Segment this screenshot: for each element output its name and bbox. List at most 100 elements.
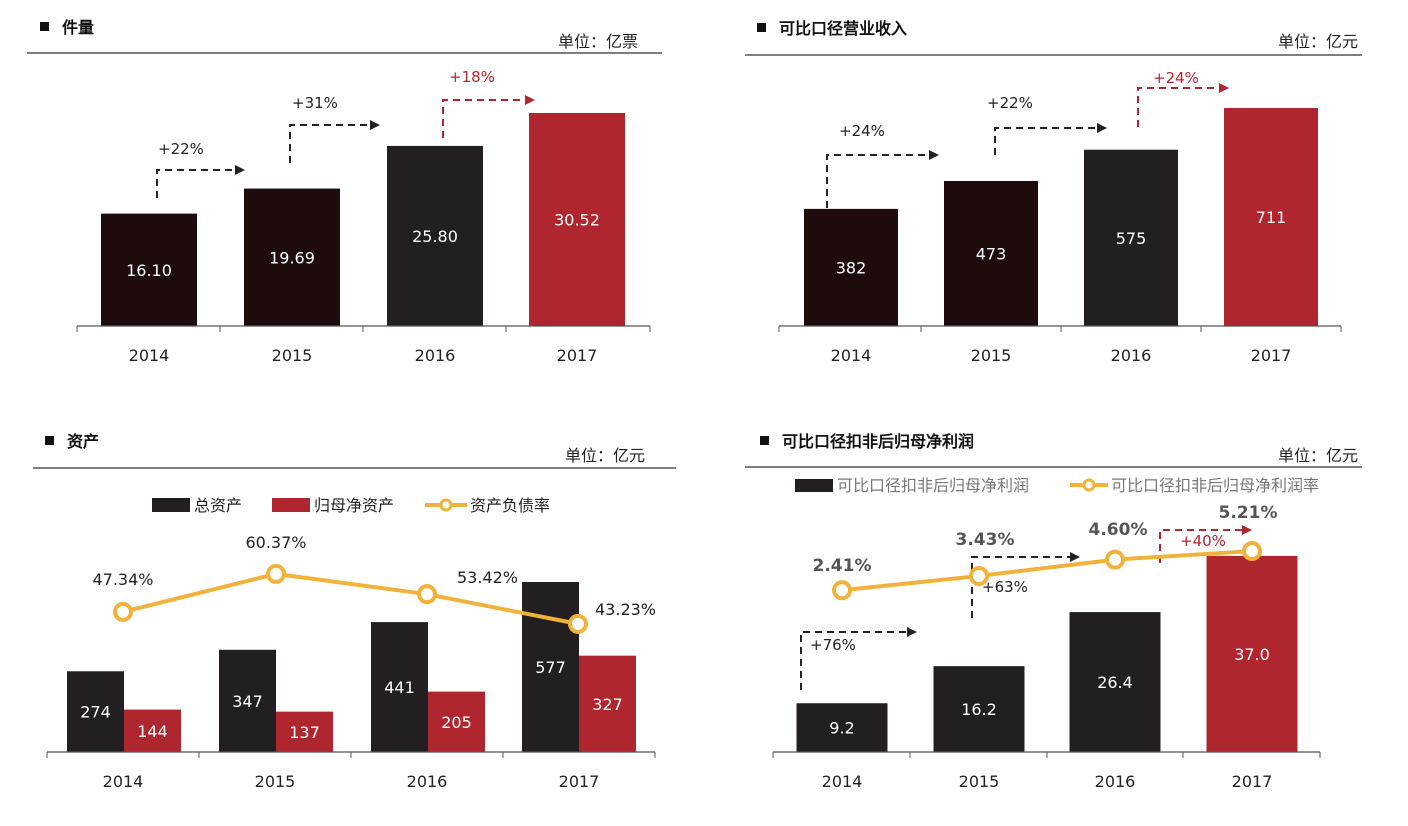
chart-title: 可比口径扣非后归母净利润 <box>782 432 974 451</box>
bar <box>1206 555 1298 752</box>
line-value-label: 3.43% <box>956 530 1015 550</box>
x-tick-label: 2015 <box>255 772 296 791</box>
legend-swatch-net-profit <box>795 479 833 492</box>
bar-value-label: 30.52 <box>554 210 600 229</box>
legend-label: 资产负债率 <box>470 496 550 515</box>
bar-net-assets <box>428 691 485 752</box>
unit-label: 单位：亿元 <box>1278 446 1358 465</box>
x-tick-label: 2015 <box>971 346 1012 365</box>
line-point <box>1105 549 1125 570</box>
x-tick-label: 2017 <box>1251 346 1292 365</box>
growth-arrow <box>994 123 1107 155</box>
line-point <box>969 565 989 586</box>
bar <box>1224 108 1318 326</box>
growth-label: +31% <box>292 94 338 112</box>
bar-net-assets <box>579 655 636 752</box>
bar-total-assets <box>371 622 428 752</box>
unit-label: 单位：亿元 <box>1278 32 1358 51</box>
bar <box>804 208 898 326</box>
line-net-margin <box>841 549 1253 593</box>
line-point <box>568 613 588 634</box>
legend-label: 可比口径扣非后归母净利润率 <box>1111 476 1319 495</box>
title-bullet-icon <box>45 436 54 445</box>
bar-value-label: 9.2 <box>829 719 854 738</box>
bar-value-label: 25.80 <box>412 227 458 246</box>
line-value-label: 47.34% <box>92 570 153 589</box>
growth-label: +24% <box>839 122 885 140</box>
x-tick-label: 2016 <box>1095 772 1136 791</box>
bar-net-assets <box>276 711 333 752</box>
unit-label: 单位：亿元 <box>565 446 645 465</box>
legend-marker-icon <box>1082 478 1096 492</box>
line-point <box>1242 541 1262 562</box>
bar-value-label: 137 <box>289 723 320 742</box>
growth-label: +40% <box>1180 532 1226 550</box>
bar-value-label: 16.2 <box>961 700 997 719</box>
x-tick-label: 2017 <box>559 772 600 791</box>
growth-arrow <box>800 627 917 690</box>
bar <box>529 112 625 326</box>
unit-label: 单位：亿票 <box>558 32 638 51</box>
bar-total-assets <box>67 671 124 752</box>
growth-label: +22% <box>987 94 1033 112</box>
bar <box>1069 612 1161 752</box>
bar-value-label: 347 <box>232 692 263 711</box>
legend-marker-icon <box>439 498 453 512</box>
bar-value-label: 205 <box>441 713 472 732</box>
bar-value-label: 16.10 <box>126 261 172 280</box>
legend-label: 可比口径扣非后归母净利润 <box>837 476 1029 495</box>
bar-value-label: 327 <box>592 695 623 714</box>
bar-value-label: 711 <box>1256 208 1287 227</box>
line-point <box>266 563 286 584</box>
legend-label: 归母净资产 <box>314 496 394 515</box>
chart-title: 件量 <box>62 18 94 37</box>
line-point <box>417 584 437 605</box>
line-value-label: 60.37% <box>245 533 306 552</box>
line-debt-ratio <box>122 571 579 626</box>
line-point <box>113 601 133 622</box>
growth-arrow <box>289 120 380 163</box>
bar <box>387 145 483 326</box>
x-tick-label: 2017 <box>1232 772 1273 791</box>
chart-title: 资产 <box>67 432 99 451</box>
bar-value-label: 382 <box>836 258 867 277</box>
x-tick-label: 2015 <box>959 772 1000 791</box>
x-tick-label: 2014 <box>103 772 144 791</box>
x-tick-label: 2016 <box>415 346 456 365</box>
line-value-label: 43.23% <box>595 600 656 619</box>
bar-net-assets <box>124 709 181 752</box>
x-tick-label: 2014 <box>822 772 863 791</box>
bar-value-label: 441 <box>384 678 415 697</box>
line-point <box>832 580 852 601</box>
title-bullet-icon <box>40 22 49 31</box>
line-value-label: 5.21% <box>1219 503 1278 523</box>
bar-value-label: 575 <box>1116 229 1147 248</box>
legend-label: 总资产 <box>194 496 242 515</box>
bar-value-label: 37.0 <box>1234 645 1270 664</box>
bar <box>933 666 1025 752</box>
growth-arrow <box>1137 83 1229 127</box>
bar-value-label: 577 <box>535 658 566 677</box>
growth-arrow <box>971 552 1080 618</box>
bar-value-label: 26.4 <box>1097 673 1133 692</box>
bar <box>944 180 1038 326</box>
bar <box>244 188 340 326</box>
x-tick-label: 2016 <box>1111 346 1152 365</box>
growth-label: +63% <box>982 578 1028 596</box>
growth-arrow <box>826 150 939 208</box>
bar-value-label: 473 <box>976 244 1007 263</box>
growth-label: +22% <box>158 140 204 158</box>
x-tick-label: 2015 <box>272 346 313 365</box>
x-tick-label: 2014 <box>831 346 872 365</box>
legend-swatch-total-assets <box>152 498 190 512</box>
growth-arrow <box>442 95 535 138</box>
x-tick-label: 2014 <box>129 346 170 365</box>
growth-label: +18% <box>449 68 495 86</box>
line-value-label: 2.41% <box>813 556 872 576</box>
bar-total-assets <box>522 582 579 752</box>
